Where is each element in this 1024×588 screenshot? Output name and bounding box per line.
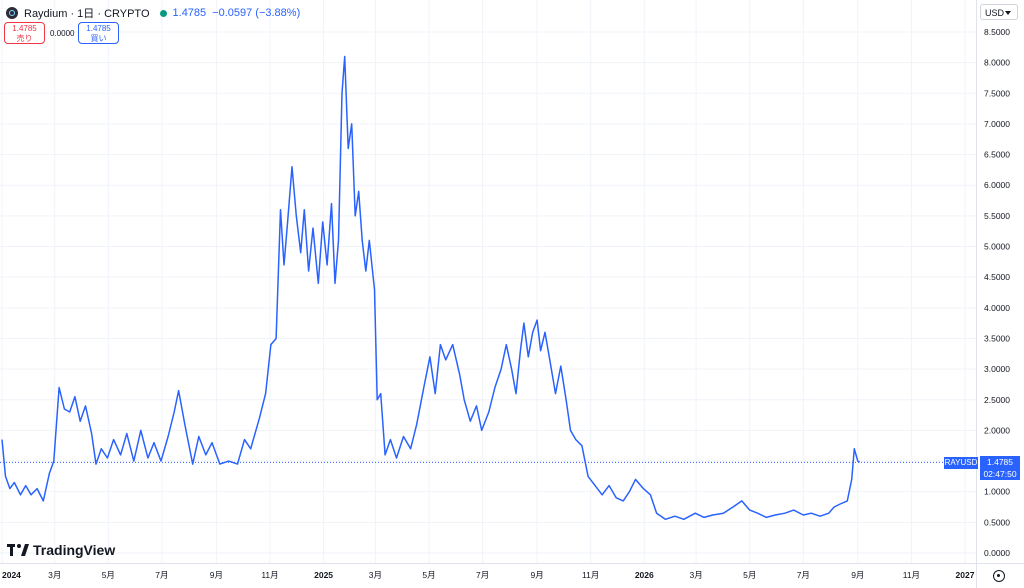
y-tick-label: 0.0000 [984,548,1010,558]
x-tick-label: 9月 [530,570,543,580]
x-tick-label: 5月 [422,570,435,580]
sell-price: 1.4785 [12,24,37,33]
x-tick-label: 5月 [102,570,115,580]
current-price-label: 1.4785 02:47:50 [980,456,1020,480]
x-tick-label: 5月 [743,570,756,580]
chart-legend: Raydium · 1日 · CRYPTO 1.4785 −0.0597 (−3… [6,5,300,21]
x-tick-label: 11月 [903,570,920,580]
y-tick-label: 5.0000 [984,242,1010,252]
y-tick-label: 3.5000 [984,333,1010,343]
x-tick-label: 7月 [476,570,489,580]
tradingview-logo[interactable]: TradingView [7,542,115,558]
current-price-value: 1.4785 [987,457,1013,467]
gear-icon[interactable] [993,570,1005,582]
y-tick-label: 4.0000 [984,303,1010,313]
x-tick-label: 11月 [261,570,278,580]
last-price: 1.4785 [172,7,207,19]
symbol-price-label: RAYUSD [944,457,978,469]
spread-value: 0.0000 [50,29,75,38]
x-tick-label: 9月 [851,570,864,580]
market-status-icon [159,9,167,17]
y-tick-label: 7.5000 [984,88,1010,98]
x-tick-label: 3月 [690,570,703,580]
y-tick-label: 1.0000 [984,487,1010,497]
y-tick-label: 2.5000 [984,395,1010,405]
sell-label: 売り [16,34,33,43]
x-tick-label: 2026 [635,570,654,580]
x-tick-label: 3月 [48,570,61,580]
bar-countdown: 02:47:50 [983,469,1017,479]
x-axis: 2024 3月 5月 7月 9月 11月 2025 3月 5月 7月 9月 11月 2026 3月 5月 7月… [2,570,975,580]
x-tick-label: 9月 [210,570,223,580]
buy-price: 1.4785 [86,24,111,33]
y-tick-label: 7.0000 [984,119,1010,129]
x-tick-label: 11月 [582,570,599,580]
x-tick-label: 7月 [155,570,168,580]
buy-label: 買い [90,34,107,43]
price-change: −0.0597 (−3.88%) [212,7,301,19]
y-tick-label: 6.0000 [984,180,1010,190]
x-tick-label: 3月 [369,570,382,580]
y-axis: 8.5000 8.0000 7.5000 7.0000 6.5000 6.0000 5.50… [984,27,1010,558]
tradingview-logo-icon [7,544,29,556]
currency-select[interactable]: USD [980,4,1018,20]
y-tick-label: 4.5000 [984,272,1010,282]
x-tick-label: 2024 [2,570,21,580]
y-tick-label: 8.5000 [984,27,1010,37]
price-series-line [1,55,861,521]
x-tick-label: 2027 [956,570,975,580]
buy-button[interactable]: 1.4785 買い [78,22,119,44]
y-tick-label: 6.5000 [984,150,1010,160]
sell-button[interactable]: 1.4785 売り [4,22,45,44]
y-tick-label: 2.0000 [984,425,1010,435]
y-tick-label: 5.5000 [984,211,1010,221]
symbol-title[interactable]: Raydium · 1日 · CRYPTO [24,8,150,20]
tradingview-brand: TradingView [33,542,116,558]
y-tick-label: 3.0000 [984,364,1010,374]
y-tick-label: 0.5000 [984,517,1010,527]
x-tick-label: 7月 [797,570,810,580]
y-tick-label: 8.0000 [984,58,1010,68]
raydium-logo-icon [6,7,18,19]
x-tick-label: 2025 [314,570,333,580]
